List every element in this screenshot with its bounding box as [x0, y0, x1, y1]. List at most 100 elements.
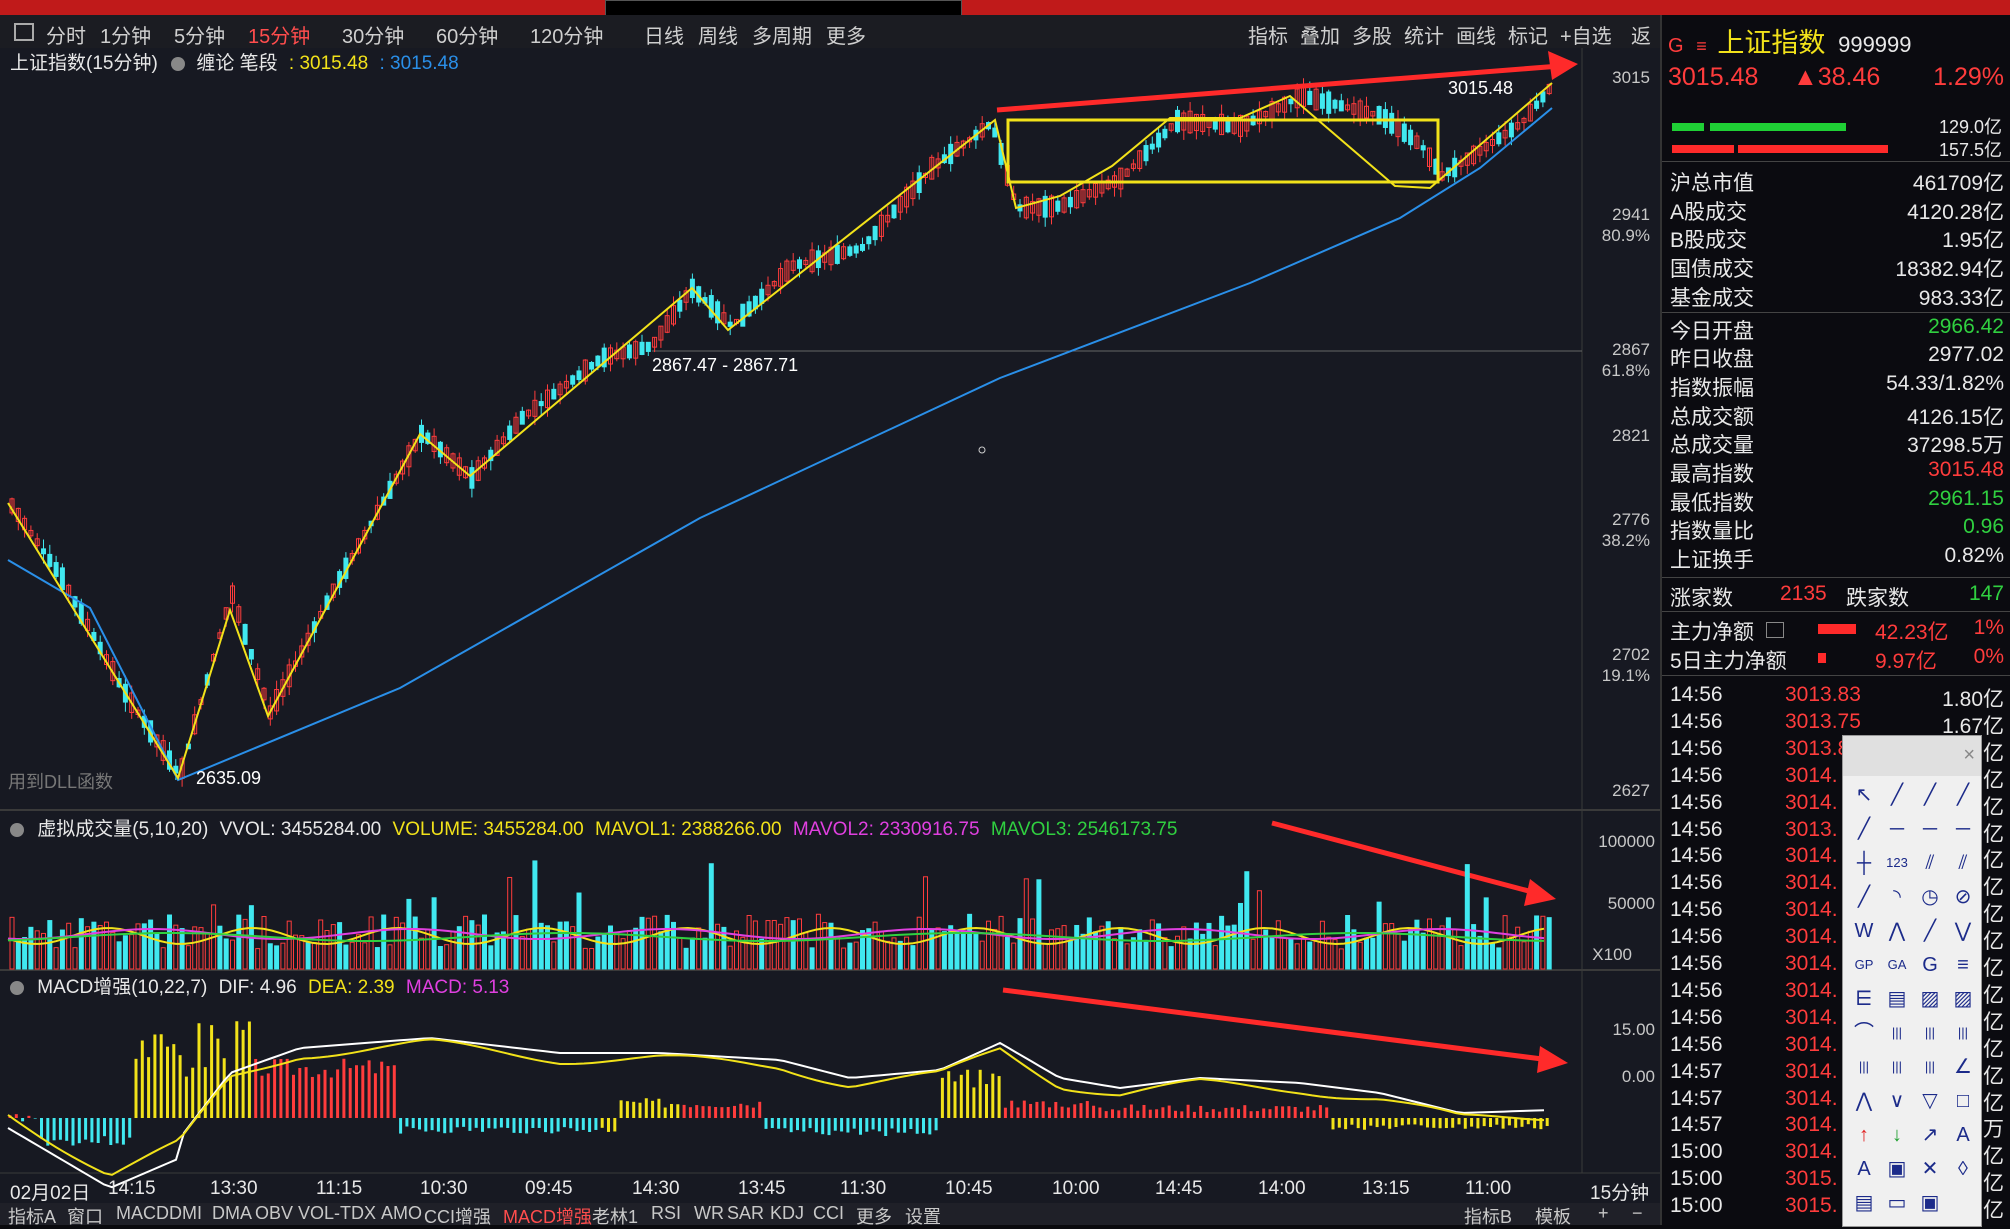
layout-toggle-icon[interactable]: [14, 23, 34, 41]
fan-icon[interactable]: ╱: [1923, 920, 1937, 942]
indicator-tab-0[interactable]: 指标A: [8, 1207, 57, 1227]
period-tab-3[interactable]: 15分钟: [248, 26, 311, 48]
bottom-right-button-3[interactable]: −: [1632, 1203, 1643, 1223]
hline-icon[interactable]: ─: [1889, 818, 1905, 840]
arrow-line-icon[interactable]: ╱: [1857, 818, 1871, 840]
period-tab-7[interactable]: 日线: [644, 26, 684, 48]
vline-icon[interactable]: ┼: [1856, 852, 1872, 874]
volume-toggle-icon[interactable]: [10, 822, 24, 837]
period-tab-0[interactable]: 分时: [46, 26, 86, 48]
up-arrow-icon[interactable]: ↑: [1859, 1124, 1869, 1146]
period-tab-1[interactable]: 1分钟: [100, 26, 152, 48]
period-tab-8[interactable]: 周线: [698, 26, 738, 48]
period-tab-10[interactable]: 更多: [826, 26, 866, 48]
ruler-icon[interactable]: ▭: [1887, 1192, 1907, 1214]
gann-angle-icon[interactable]: GA: [1887, 957, 1907, 972]
image-icon[interactable]: ▣: [1920, 1192, 1940, 1214]
fib-lines-icon[interactable]: ⋿: [1855, 988, 1873, 1010]
arc-icon[interactable]: ◝: [1893, 886, 1901, 908]
down-arrow-icon[interactable]: ↓: [1892, 1124, 1902, 1146]
period-tab-6[interactable]: 120分钟: [530, 26, 604, 48]
indicator-tab-2[interactable]: MACD: [116, 1203, 169, 1223]
indicator-tab-17[interactable]: 设置: [905, 1207, 941, 1227]
fib-fan-icon[interactable]: ▨: [1953, 988, 1973, 1010]
note-icon[interactable]: ▤: [1854, 1192, 1874, 1214]
triangle-icon[interactable]: ▽: [1922, 1090, 1938, 1112]
toolbar-button-0[interactable]: 指标: [1248, 26, 1288, 48]
delete-icon[interactable]: ✕: [1921, 1158, 1939, 1180]
segment-icon[interactable]: ╱: [1956, 784, 1970, 806]
time-cycle-1-icon[interactable]: |||: [1891, 1025, 1903, 1040]
flow-detail-icon[interactable]: [1766, 622, 1784, 638]
indicator-tab-10[interactable]: 老林1: [592, 1207, 639, 1227]
period-tab-9[interactable]: 多周期: [752, 26, 812, 48]
time-cycle-3-icon[interactable]: |||: [1957, 1025, 1969, 1040]
bottom-right-button-1[interactable]: 模板: [1535, 1207, 1571, 1227]
hsegment-icon[interactable]: ─: [1955, 818, 1971, 840]
bottom-right-button-2[interactable]: +: [1598, 1203, 1609, 1223]
angle-icon[interactable]: ⋁: [1954, 920, 1972, 942]
fib-box-icon[interactable]: ▤: [1887, 988, 1907, 1010]
arrow-icon[interactable]: ↗: [1921, 1124, 1939, 1146]
circle-icon[interactable]: ◷: [1921, 886, 1939, 908]
indicator-tab-3[interactable]: DMI: [169, 1203, 202, 1223]
indicator-tab-11[interactable]: RSI: [651, 1203, 682, 1223]
indicator-tab-12[interactable]: WR: [694, 1203, 724, 1223]
indicator-tab-5[interactable]: OBV: [255, 1203, 294, 1223]
indicator-tab-4[interactable]: DMA: [212, 1203, 252, 1223]
wave-count-icon[interactable]: 123: [1886, 855, 1908, 870]
channel-icon[interactable]: ⫽: [1958, 852, 1968, 874]
toolbar-button-1[interactable]: 叠加: [1300, 26, 1340, 48]
hray-icon[interactable]: ─: [1922, 818, 1938, 840]
fib-channel-icon[interactable]: ▨: [1920, 988, 1940, 1010]
toolbar-button-4[interactable]: 画线: [1456, 26, 1496, 48]
text-icon[interactable]: A: [1956, 1124, 1970, 1146]
trend-icon[interactable]: ╱: [1857, 886, 1871, 908]
speed-line-icon[interactable]: ∠: [1954, 1056, 1972, 1078]
rectangle-icon[interactable]: □: [1956, 1090, 1970, 1112]
wave-icon[interactable]: W: [1854, 920, 1874, 942]
indicator-tab-13[interactable]: SAR: [727, 1203, 765, 1223]
ray-icon[interactable]: ╱: [1923, 784, 1937, 806]
down-arrow-shape-icon[interactable]: ∨: [1889, 1090, 1905, 1112]
indicator-tab-1[interactable]: 窗口: [67, 1207, 103, 1227]
indicator-tab-6[interactable]: VOL-TDX: [298, 1203, 377, 1223]
line-icon[interactable]: ╱: [1890, 784, 1904, 806]
pointer-icon[interactable]: ↖: [1855, 784, 1873, 806]
ellipse-icon[interactable]: ⊘: [1954, 886, 1972, 908]
time-cycle-5-icon[interactable]: |||: [1891, 1059, 1903, 1074]
toolbar-button-5[interactable]: 标记: [1508, 26, 1548, 48]
indicator-tab-15[interactable]: CCI: [813, 1203, 844, 1223]
indicator-tab-bar: 指标A 窗口 MACD DMI DMA OBV VOL-TDX AMO CCI增强 MACD增强老…: [0, 1203, 1660, 1227]
time-cycle-2-icon[interactable]: |||: [1924, 1025, 1936, 1040]
bottom-right-button-0[interactable]: 指标B: [1464, 1207, 1513, 1227]
time-cycle-4-icon[interactable]: |||: [1858, 1059, 1870, 1074]
toolbar-button-3[interactable]: 统计: [1404, 26, 1444, 48]
indicator-tab-9[interactable]: MACD增强: [503, 1207, 592, 1227]
period-tab-4[interactable]: 30分钟: [342, 26, 405, 48]
menu-icon[interactable]: ≡: [1696, 36, 1707, 56]
period-tab-2[interactable]: 5分钟: [174, 26, 226, 48]
macd-toggle-icon[interactable]: [10, 980, 24, 995]
text-style-icon[interactable]: A: [1857, 1158, 1871, 1180]
period-tab-5[interactable]: 60分钟: [436, 26, 499, 48]
toolbar-button-6[interactable]: +自选: [1560, 26, 1612, 48]
parallel-icon[interactable]: ⫽: [1925, 852, 1935, 874]
time-cycle-6-icon[interactable]: |||: [1924, 1059, 1936, 1074]
palette-close-icon[interactable]: ×: [1963, 744, 1975, 766]
indicator-tab-7[interactable]: AMO: [381, 1203, 423, 1223]
price-label-5: 2776: [1612, 510, 1650, 529]
gann-price-icon[interactable]: GP: [1854, 957, 1874, 972]
square-icon[interactable]: ▣: [1887, 1158, 1907, 1180]
indicator-tab-16[interactable]: 更多: [856, 1207, 892, 1227]
cycle-icon[interactable]: ⌒: [1854, 1022, 1874, 1044]
golden-section-icon[interactable]: ≡: [1957, 954, 1969, 976]
pitchfork-icon[interactable]: ⋀: [1855, 1090, 1873, 1112]
indicator-toggle-icon[interactable]: [171, 56, 186, 71]
indicator-tab-14[interactable]: KDJ: [770, 1203, 805, 1223]
eraser-icon[interactable]: ◊: [1958, 1158, 1968, 1180]
toolbar-button-2[interactable]: 多股: [1352, 26, 1392, 48]
gann-box-icon[interactable]: G: [1922, 954, 1938, 976]
indicator-tab-8[interactable]: CCI增强: [424, 1207, 491, 1227]
zigzag-icon[interactable]: ⋀: [1888, 920, 1906, 942]
